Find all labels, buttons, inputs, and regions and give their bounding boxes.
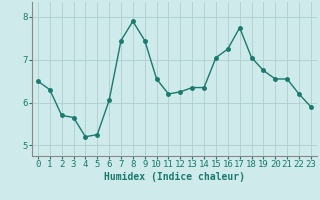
X-axis label: Humidex (Indice chaleur): Humidex (Indice chaleur) (104, 172, 245, 182)
